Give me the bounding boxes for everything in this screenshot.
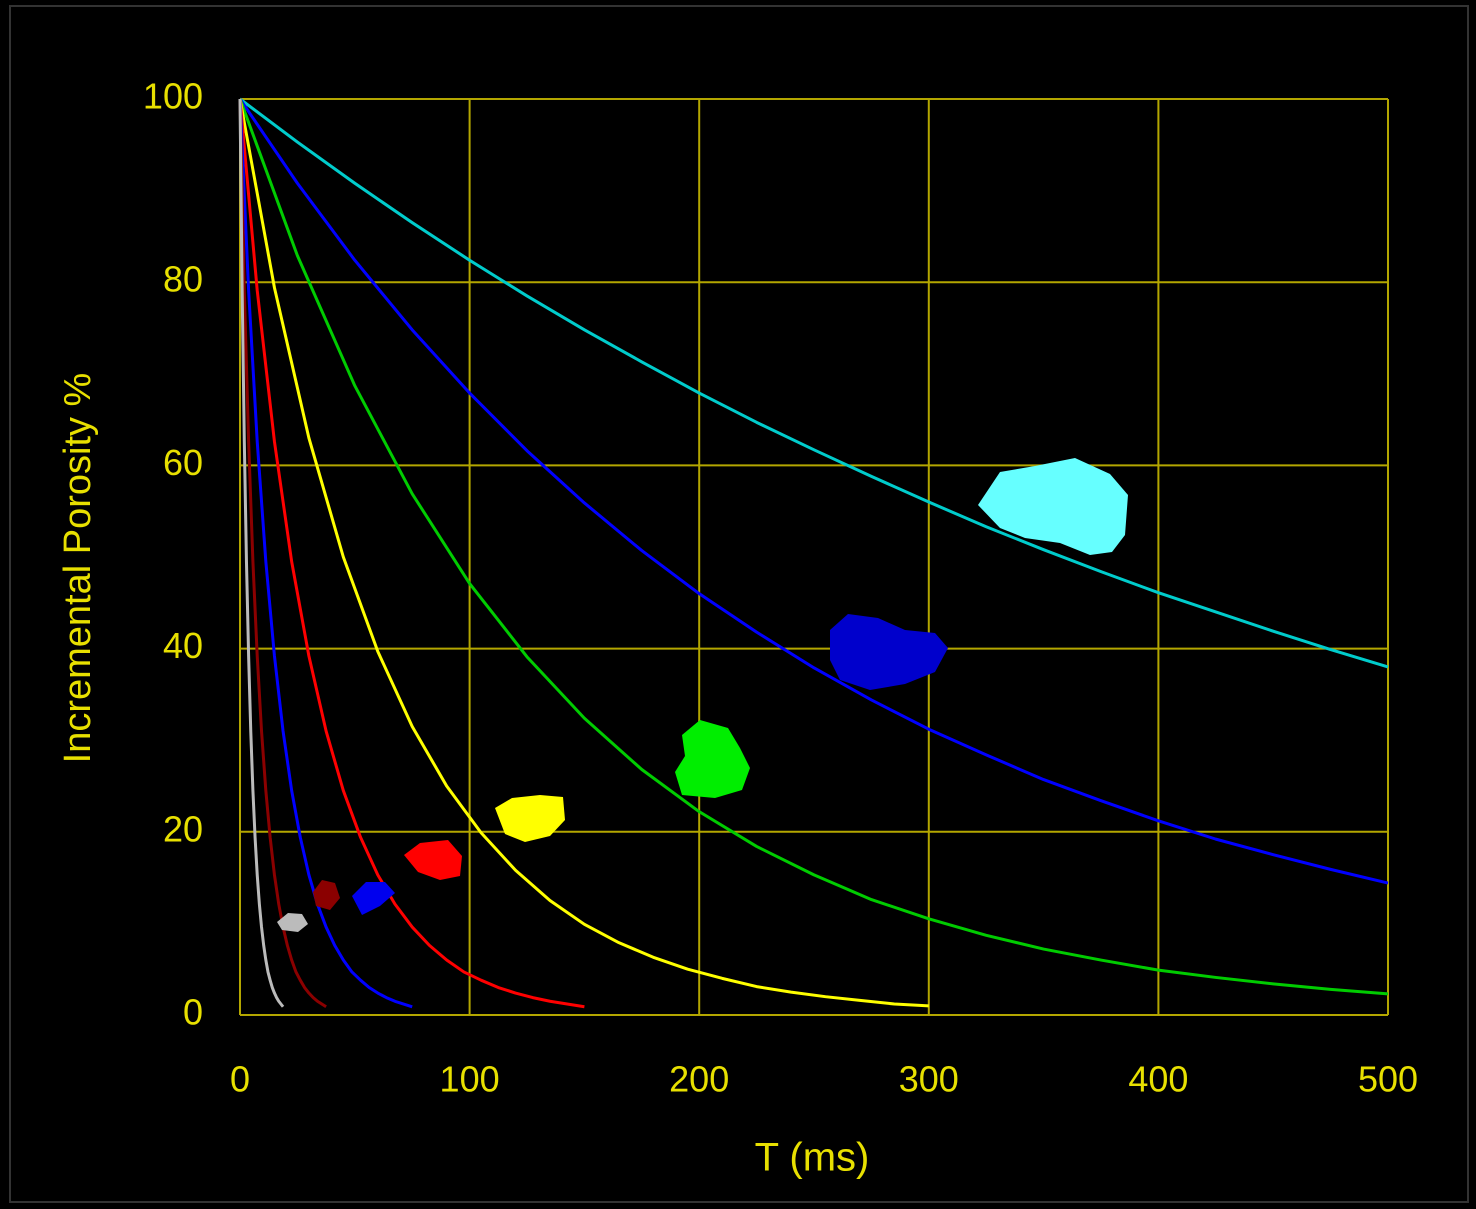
y-tick-label: 100 xyxy=(143,76,203,117)
pore-icon xyxy=(495,795,565,842)
y-tick-label: 80 xyxy=(163,259,203,300)
pore-icon xyxy=(352,882,395,915)
y-tick-label: 40 xyxy=(163,625,203,666)
y-tick-label: 60 xyxy=(163,442,203,483)
line xyxy=(239,97,1389,669)
pore-icon xyxy=(404,840,462,880)
x-tick-label: 300 xyxy=(899,1059,959,1100)
pore-icons xyxy=(277,458,1128,932)
grid xyxy=(239,98,1389,1016)
x-tick-label: 100 xyxy=(440,1059,500,1100)
pore-icon xyxy=(277,913,308,932)
pore-icon xyxy=(675,720,750,798)
y-axis-label: Incremental Porosity % xyxy=(57,373,99,764)
line xyxy=(238,98,1389,885)
line xyxy=(238,98,285,1008)
pore-icon xyxy=(978,458,1128,555)
y-tick-label: 0 xyxy=(183,992,203,1033)
x-axis-label: T (ms) xyxy=(755,1136,870,1180)
lines xyxy=(238,97,1389,1009)
line xyxy=(238,98,929,1008)
x-tick-label: 500 xyxy=(1358,1059,1418,1100)
line xyxy=(238,98,413,1009)
x-tick-label: 0 xyxy=(230,1059,250,1100)
y-tick-label: 20 xyxy=(163,808,203,849)
pore-icon xyxy=(313,880,340,910)
pore-icon xyxy=(830,614,948,690)
frame xyxy=(9,5,1469,1203)
line xyxy=(238,98,585,1009)
line xyxy=(238,98,1389,996)
x-tick-label: 200 xyxy=(669,1059,729,1100)
x-tick-label: 400 xyxy=(1128,1059,1188,1100)
